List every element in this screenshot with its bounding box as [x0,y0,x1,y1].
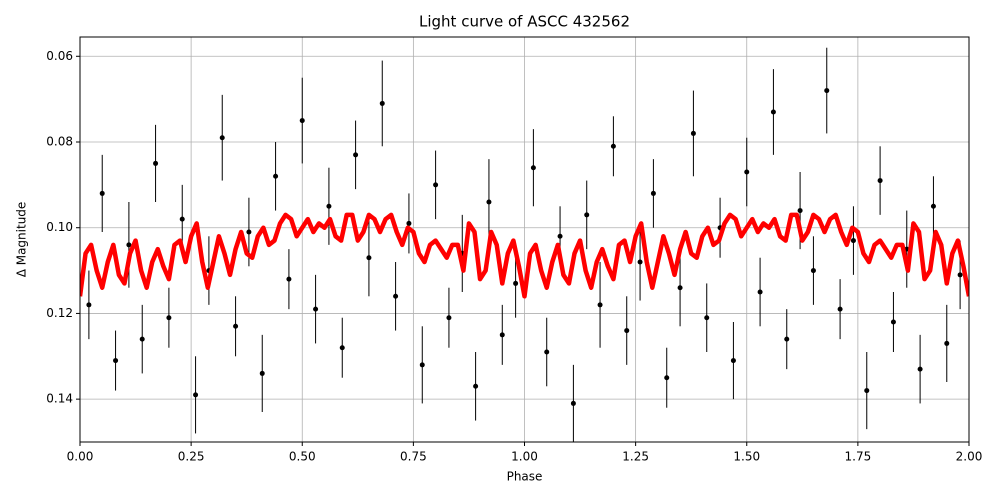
data-point [339,345,345,351]
data-point [917,366,923,372]
data-point [286,276,292,282]
data-point [784,336,790,342]
data-point [850,238,856,244]
data-point [557,233,563,239]
data-point [530,165,536,171]
y-tick-label: 0.10 [46,220,73,234]
data-point [433,182,439,188]
data-point [99,190,105,196]
data-point [179,216,185,222]
data-point [486,199,492,205]
x-tick-label: 2.00 [956,450,983,464]
data-point [797,208,803,214]
x-tick-label: 1.00 [511,450,538,464]
data-point [677,285,683,291]
x-tick-label: 1.50 [733,450,760,464]
data-point [166,315,172,321]
data-point [219,135,225,141]
data-point [153,160,159,166]
x-tick-label: 0.25 [178,450,205,464]
data-point [246,229,252,235]
y-tick-label: 0.06 [46,49,73,63]
data-point [730,358,736,364]
data-point [864,388,870,394]
data-point [353,152,359,158]
marks [80,47,969,442]
x-tick-label: 0.75 [400,450,427,464]
data-point [944,340,950,346]
data-point [366,255,372,261]
x-axis-label: Phase [507,470,543,484]
data-point [126,242,132,248]
x-tick-label: 1.25 [622,450,649,464]
y-tick-label: 0.12 [46,306,73,320]
data-point [419,362,425,368]
data-point [139,336,145,342]
data-point [473,383,479,389]
data-point [326,203,332,209]
data-point [744,169,750,175]
y-tick-label: 0.08 [46,135,73,149]
data-point [299,118,305,124]
data-point [690,130,696,136]
x-tick-label: 0.50 [289,450,316,464]
chart-title: Light curve of ASCC 432562 [419,13,630,31]
x-tick-label: 0.00 [67,450,94,464]
data-point [379,100,385,106]
data-point [446,315,452,321]
ticks: 0.00 0.25 0.50 0.75 1.00 1.25 1.50 1.75 2.00 0.06… [46,49,982,464]
data-point [890,319,896,325]
data-point [406,220,412,226]
data-point [757,289,763,295]
data-point [273,173,279,179]
data-point [259,370,265,376]
data-point [957,272,963,278]
data-point [637,259,643,265]
data-point [770,109,776,115]
data-point [930,203,936,209]
data-point [313,306,319,312]
data-point [544,349,550,355]
data-point [650,190,656,196]
y-axis-label: Δ Magnitude [15,202,29,278]
data-point [810,268,816,274]
data-point [704,315,710,321]
data-point [837,306,843,312]
data-point [610,143,616,149]
data-point [113,358,119,364]
x-tick-label: 1.75 [845,450,872,464]
data-point [499,332,505,338]
y-tick-label: 0.14 [46,392,73,406]
data-point [233,323,239,329]
data-point [393,293,399,299]
model-curve [80,212,969,299]
data-point [664,375,670,381]
data-point [86,302,92,308]
data-point [624,328,630,334]
data-point [513,280,519,286]
data-point [877,178,883,184]
data-point [597,302,603,308]
data-point [193,392,199,398]
data-point [824,88,830,94]
data-point [570,400,576,406]
data-point [584,212,590,218]
